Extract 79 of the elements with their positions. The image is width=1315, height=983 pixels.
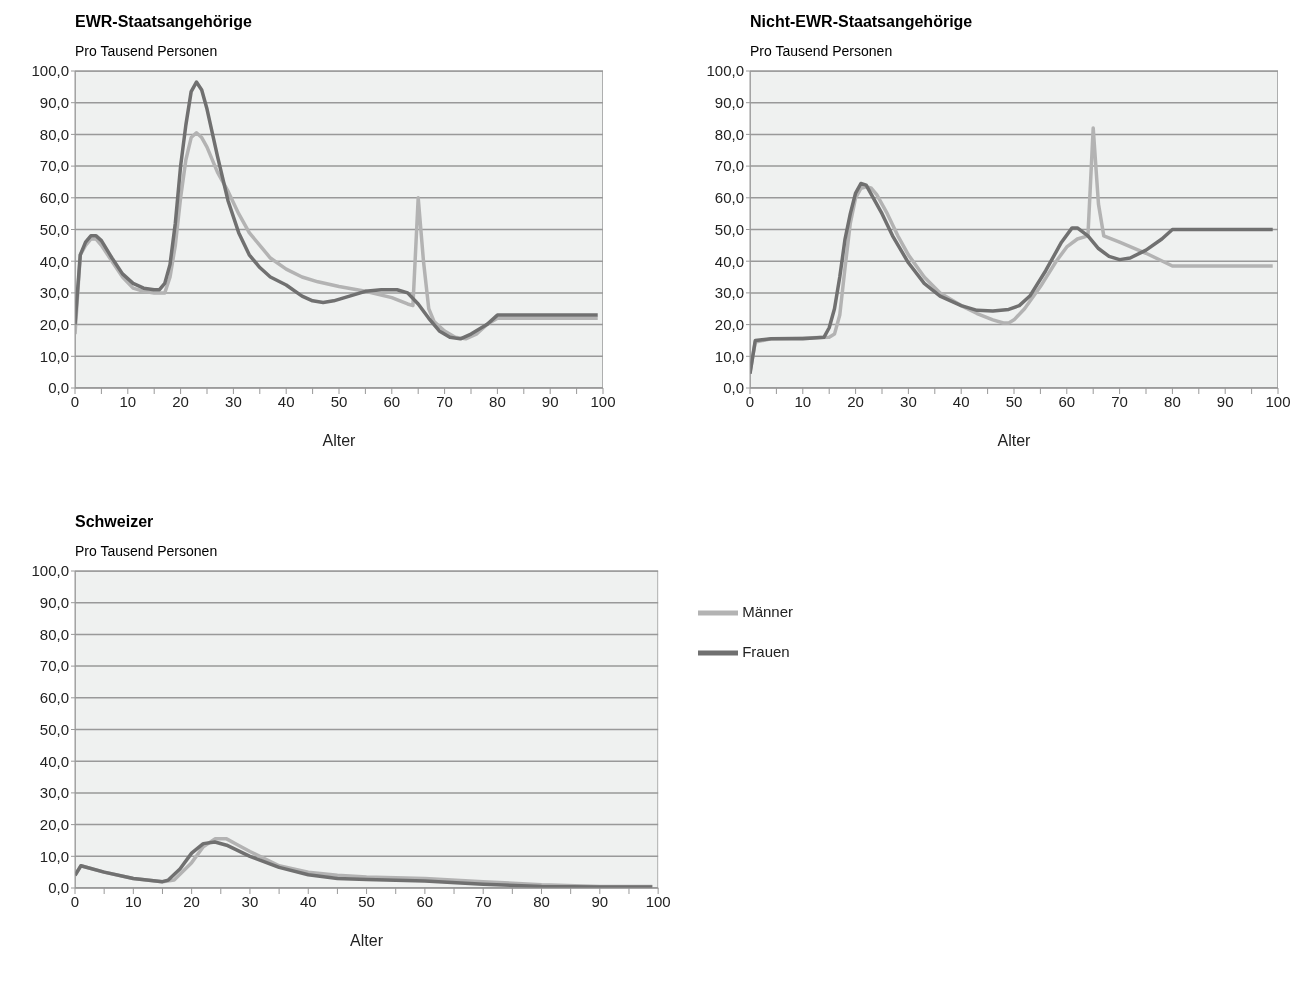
y-tick-label: 20,0 — [714, 315, 744, 333]
line-series — [750, 181, 1275, 376]
x-tick-label: 90 — [541, 392, 559, 410]
y-tick-label: 20,0 — [39, 315, 69, 333]
y-tick-label: 10,0 — [39, 847, 69, 865]
x-tick-label: 60 — [416, 892, 434, 910]
y-tick-label: 0,0 — [723, 379, 744, 397]
x-tick-label: 0 — [70, 892, 80, 910]
line-series — [75, 80, 600, 341]
y-tick-label: 100,0 — [31, 562, 69, 580]
x-tick-label: 40 — [277, 392, 295, 410]
x-tick-label: 100 — [590, 392, 616, 410]
y-tick-label: 80,0 — [714, 125, 744, 143]
y-tick-label: 70,0 — [39, 657, 69, 675]
x-tick-label: 20 — [183, 892, 200, 910]
x-axis-title: Alter — [997, 432, 1032, 449]
x-tick-label: 50 — [330, 392, 348, 410]
y-tick-label: 80,0 — [39, 125, 69, 143]
x-tick-label: 100 — [645, 892, 671, 910]
y-tick-label: 10,0 — [714, 347, 744, 365]
y-axis-title: Pro Tausend Personen — [75, 43, 219, 61]
x-tick-label: 70 — [474, 892, 492, 910]
y-tick-label: 40,0 — [714, 252, 744, 270]
y-tick-label: 0,0 — [48, 379, 69, 397]
y-tick-label: 60,0 — [39, 189, 69, 207]
legend-label: Männer — [742, 602, 793, 620]
x-tick-label: 10 — [124, 892, 142, 910]
x-tick-label: 80 — [489, 392, 506, 410]
x-tick-label: 10 — [794, 392, 812, 410]
y-tick-label: 90,0 — [39, 94, 69, 112]
y-tick-label: 30,0 — [39, 284, 69, 302]
x-tick-label: 30 — [225, 392, 242, 410]
x-tick-label: 50 — [358, 892, 375, 910]
x-tick-label: 60 — [383, 392, 401, 410]
y-tick-label: 70,0 — [39, 157, 69, 175]
x-axis-title: Alter — [322, 432, 357, 449]
y-tick-label: 90,0 — [39, 594, 69, 612]
x-tick-label: 80 — [1164, 392, 1181, 410]
x-tick-label: 90 — [1216, 392, 1234, 410]
y-tick-label: 60,0 — [714, 189, 744, 207]
x-tick-label: 20 — [172, 392, 189, 410]
y-tick-label: 50,0 — [714, 220, 744, 238]
y-tick-label: 50,0 — [39, 220, 69, 238]
chart-title: EWR-Staatsangehörige — [75, 13, 253, 32]
x-tick-label: 0 — [745, 392, 755, 410]
y-tick-label: 30,0 — [714, 284, 744, 302]
y-axis-title: Pro Tausend Personen — [750, 43, 894, 61]
x-tick-label: 30 — [241, 892, 259, 910]
y-tick-label: 70,0 — [714, 157, 744, 175]
y-tick-label: 50,0 — [39, 720, 69, 738]
x-tick-label: 20 — [847, 392, 864, 410]
x-tick-label: 10 — [119, 392, 137, 410]
x-tick-label: 50 — [1005, 392, 1023, 410]
x-tick-label: 90 — [591, 892, 609, 910]
x-axis-title: Alter — [350, 932, 384, 949]
x-tick-label: 70 — [1111, 392, 1128, 410]
x-tick-label: 30 — [900, 392, 917, 410]
y-tick-label: 30,0 — [39, 784, 69, 802]
x-tick-label: 70 — [436, 392, 453, 410]
x-tick-label: 0 — [70, 392, 80, 410]
chart-title: Nicht-EWR-Staatsangehörige — [750, 13, 974, 32]
y-tick-label: 10,0 — [39, 347, 69, 365]
y-tick-label: 80,0 — [39, 625, 69, 643]
x-tick-label: 40 — [299, 892, 317, 910]
y-tick-label: 0,0 — [48, 879, 69, 897]
x-tick-label: 100 — [1265, 392, 1291, 410]
y-tick-label: 40,0 — [39, 252, 69, 270]
x-tick-label: 80 — [533, 892, 550, 910]
y-tick-label: 100,0 — [31, 62, 69, 80]
x-tick-label: 40 — [952, 392, 970, 410]
y-tick-label: 60,0 — [39, 689, 69, 707]
chart-title: Schweizer — [75, 513, 155, 532]
x-tick-label: 60 — [1058, 392, 1076, 410]
y-axis-title: Pro Tausend Personen — [75, 543, 219, 561]
y-tick-label: 20,0 — [39, 815, 69, 833]
y-tick-label: 100,0 — [706, 62, 744, 80]
y-tick-label: 90,0 — [714, 94, 744, 112]
y-tick-label: 40,0 — [39, 752, 69, 770]
legend-label: Frauen — [742, 642, 790, 660]
